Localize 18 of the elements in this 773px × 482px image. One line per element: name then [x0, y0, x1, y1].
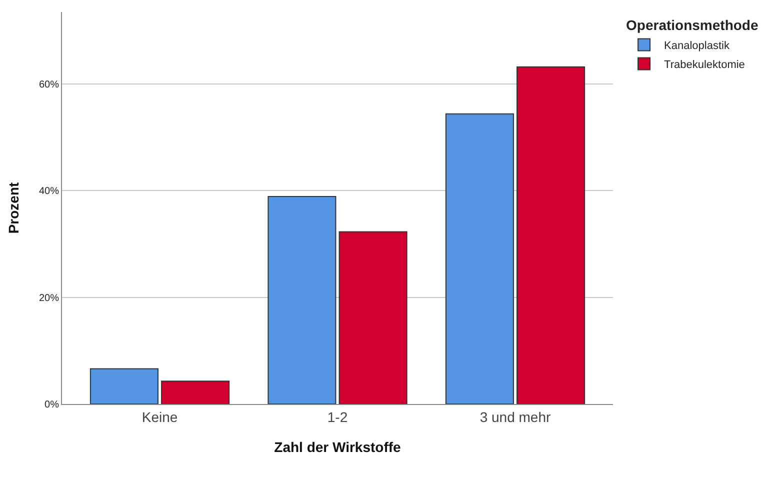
x-tick-label: 3 und mehr	[480, 408, 551, 425]
y-tick-label: 0%	[44, 400, 60, 410]
x-tick-label: 1-2	[327, 408, 348, 425]
legend-label: Kanaloplastik	[664, 40, 730, 52]
y-tick-label: 60%	[38, 80, 60, 90]
bar	[161, 380, 230, 404]
bar	[268, 196, 336, 404]
bar	[516, 66, 586, 404]
y-tick-label: 20%	[38, 292, 60, 304]
x-tick-label: Keine	[142, 408, 178, 425]
x-axis-title: Zahl der Wirkstoffe	[274, 439, 402, 456]
bar	[90, 368, 158, 404]
y-axis-title: Prozent	[6, 182, 22, 234]
bar	[338, 231, 408, 404]
bar	[445, 113, 514, 404]
legend-label: Trabekulektomie	[664, 58, 745, 71]
legend-title: Operationsmethode	[626, 17, 758, 34]
y-tick-label: 40%	[38, 186, 60, 198]
